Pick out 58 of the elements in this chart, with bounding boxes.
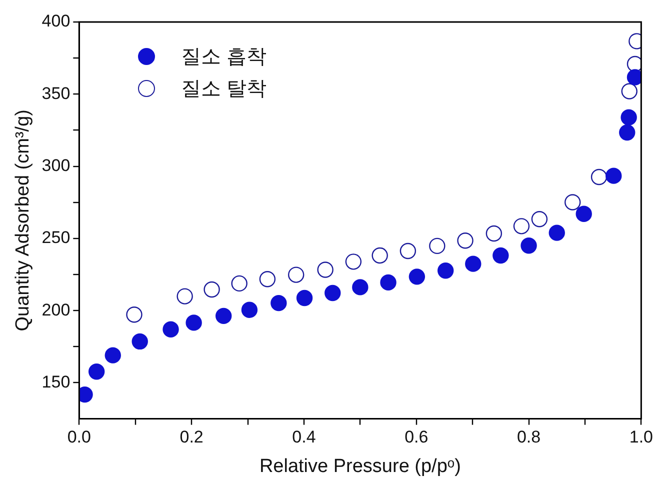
point [564,194,581,210]
point [231,275,248,292]
point [132,333,148,350]
x-tick-label: 0.2 [180,428,204,447]
point [576,206,592,222]
point [352,279,368,296]
point [372,247,388,264]
x-tick-label: 0.0 [67,428,91,447]
point [619,124,636,141]
point [88,364,105,380]
point [621,83,638,100]
y-tick-label: 200 [42,300,70,320]
x-tick-label: 1.0 [629,428,654,447]
y-axis-title: Quantity Adsorbed (cm³/g) [12,110,34,332]
point [296,290,313,306]
x-axis-title: Relative Pressure (p/pᵒ) [259,456,461,477]
point [241,302,258,318]
x-tick-label: 0.6 [404,428,428,447]
point [548,224,565,241]
point [216,308,232,324]
point [626,56,642,72]
point [486,225,502,242]
point [104,347,121,364]
point [317,262,334,278]
y-tick-label: 350 [42,84,70,103]
legend-label: 질소 흡착 [181,44,267,70]
point [626,69,642,86]
point [176,288,193,304]
x-tick-label: 0.4 [292,428,316,447]
point [288,266,304,283]
point [606,168,622,184]
point [400,242,416,260]
point [531,211,548,228]
y-tick-label: 300 [42,156,70,175]
point [186,314,202,331]
y-tick-label: 400 [42,12,70,31]
point [270,294,287,312]
legend-label: 질소 탈착 [181,76,267,102]
point [204,281,220,298]
point [162,321,179,338]
y-tick-label: 250 [42,228,70,248]
point [465,256,482,272]
point [429,238,446,254]
point [345,254,362,270]
point [126,306,142,323]
point [590,168,608,186]
point [259,271,276,288]
point [380,274,396,291]
point [408,268,426,285]
y-tick-label: 150 [42,372,70,392]
point [324,284,341,302]
point [513,218,530,234]
x-tick-label: 0.8 [516,428,541,447]
point [457,232,474,249]
point [438,262,454,279]
point [492,247,509,264]
point [520,238,537,254]
point [620,109,637,126]
